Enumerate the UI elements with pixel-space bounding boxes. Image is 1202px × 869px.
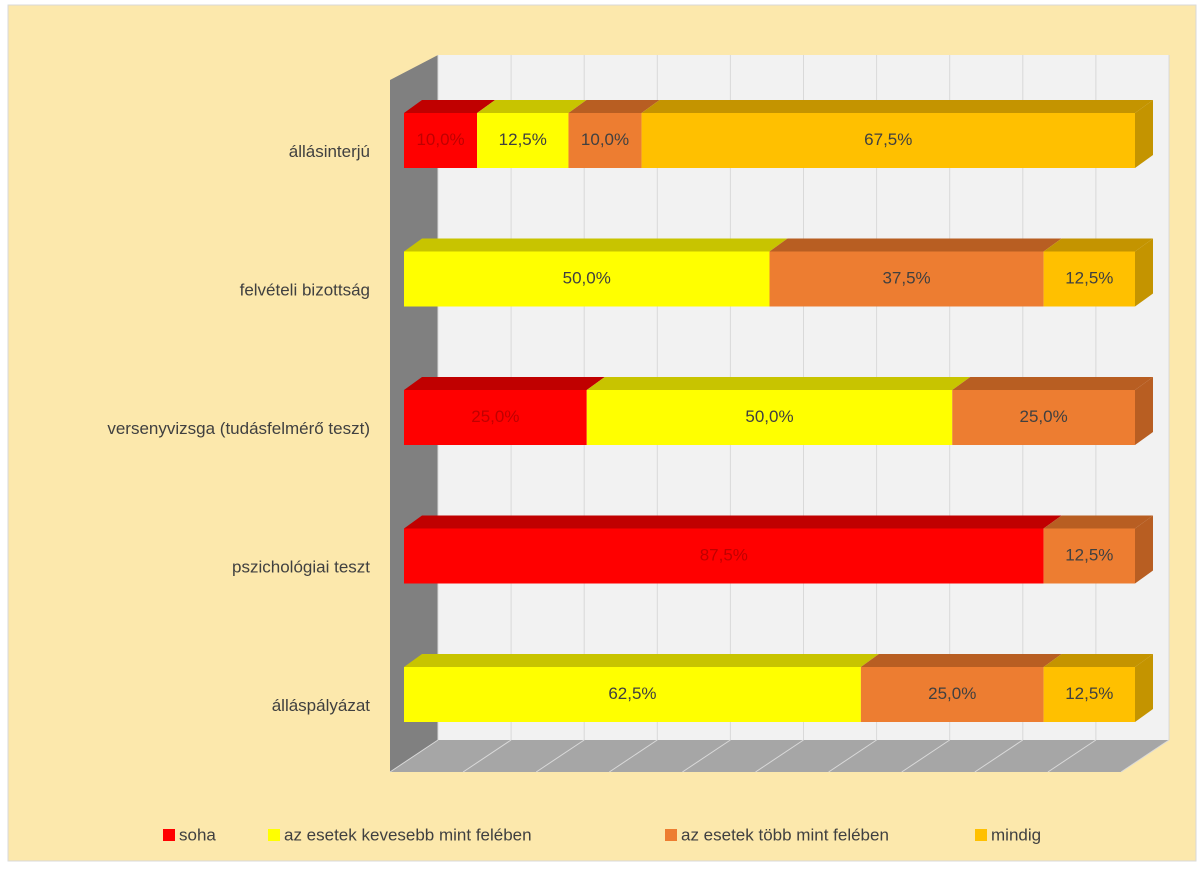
value-label: 12,5% xyxy=(1065,684,1113,703)
value-label: 25,0% xyxy=(928,684,976,703)
bar-top xyxy=(568,100,660,113)
value-label: 25,0% xyxy=(1020,407,1068,426)
bar-side xyxy=(1135,377,1153,445)
bar-top xyxy=(404,654,879,667)
category-label: álláspályázat xyxy=(272,696,371,715)
bar xyxy=(404,390,587,445)
category-label: pszichológiai teszt xyxy=(232,557,370,576)
bar xyxy=(860,667,1044,722)
bar-top xyxy=(404,238,788,252)
floor-line xyxy=(1120,739,1170,773)
category-label: állásinterjú xyxy=(289,142,370,161)
bar-top xyxy=(1043,515,1153,529)
bar-top xyxy=(1043,654,1153,667)
bar-side xyxy=(1135,100,1153,168)
bar-top xyxy=(586,377,971,390)
bar-top xyxy=(477,100,587,113)
bar-top xyxy=(860,654,1062,667)
bar-side xyxy=(1135,238,1153,307)
value-label: 62,5% xyxy=(608,684,656,703)
bar-top xyxy=(641,100,1153,113)
legend-swatch xyxy=(665,829,677,841)
value-label: 67,5% xyxy=(864,130,912,149)
value-label: 12,5% xyxy=(1065,545,1113,564)
bar xyxy=(1043,667,1135,722)
bar-top xyxy=(404,515,1062,529)
bar xyxy=(404,113,478,168)
bar-top xyxy=(1043,238,1153,252)
value-label: 12,5% xyxy=(1065,268,1113,287)
bar-side xyxy=(1135,515,1153,584)
bar xyxy=(769,251,1044,307)
bar xyxy=(952,390,1135,445)
value-label: 87,5% xyxy=(700,545,748,564)
floor-line xyxy=(389,739,439,773)
floor-line xyxy=(828,739,877,773)
floor-line xyxy=(682,739,731,773)
value-label: 50,0% xyxy=(745,407,793,426)
value-label: 25,0% xyxy=(471,407,519,426)
value-label: 37,5% xyxy=(882,268,930,287)
bar-top xyxy=(769,238,1062,252)
category-label: versenyvizsga (tudásfelmérő teszt) xyxy=(107,419,370,438)
bar xyxy=(404,667,861,722)
value-label: 12,5% xyxy=(499,130,547,149)
bar xyxy=(1043,528,1135,584)
floor-line xyxy=(535,739,585,773)
floor-line xyxy=(974,739,1024,773)
legend-swatch xyxy=(163,829,175,841)
floor-line xyxy=(609,739,658,773)
floor-line xyxy=(901,739,950,773)
category-label: felvételi bizottság xyxy=(240,280,370,299)
bar-top xyxy=(952,377,1153,390)
legend-swatch xyxy=(268,829,280,841)
floor-line xyxy=(1047,739,1097,773)
value-label: 10,0% xyxy=(416,130,464,149)
bar xyxy=(477,113,569,168)
bar xyxy=(404,528,1044,584)
legend-label: az esetek kevesebb mint felében xyxy=(284,825,532,844)
bar xyxy=(1043,251,1135,307)
bar-top xyxy=(404,377,605,390)
bar-side xyxy=(1135,654,1153,722)
legend-label: soha xyxy=(179,825,216,844)
bar xyxy=(404,251,770,307)
bar xyxy=(641,113,1135,168)
bar xyxy=(568,113,642,168)
legend-label: az esetek több mint felében xyxy=(681,825,889,844)
legend-swatch xyxy=(975,829,987,841)
legend-label: mindig xyxy=(991,825,1041,844)
value-label: 50,0% xyxy=(563,268,611,287)
floor-line xyxy=(755,739,804,773)
floor-line xyxy=(462,739,512,773)
bar xyxy=(586,390,953,445)
bar-top xyxy=(404,100,496,113)
value-label: 10,0% xyxy=(581,130,629,149)
